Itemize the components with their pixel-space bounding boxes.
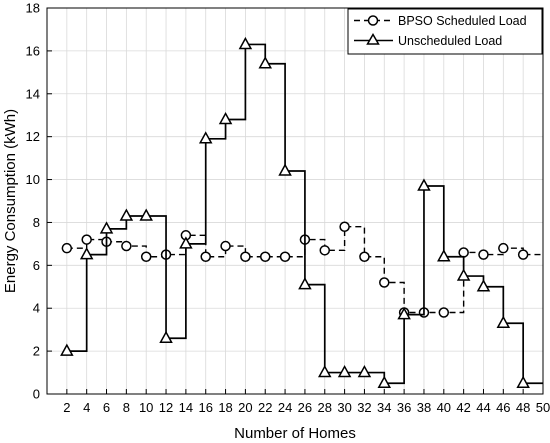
x-tick-label: 28: [318, 400, 332, 415]
bpso-point: [279, 251, 291, 263]
bpso-point: [259, 251, 271, 263]
x-tick-label: 4: [83, 400, 90, 415]
y-tick-label: 10: [26, 172, 40, 187]
bpso-point: [438, 307, 450, 318]
bpso-point: [220, 240, 231, 252]
axis-ticks: 2 4 6 8 10 12 14 16 18 20 22 24 26 28 30 32 34 36 38 40 42 44…: [26, 1, 550, 416]
unscheduled-point: [99, 221, 114, 234]
x-tick-label: 22: [258, 400, 272, 415]
x-tick-label: 8: [123, 400, 130, 415]
bpso-point: [379, 277, 390, 288]
x-tick-label: 50: [536, 400, 550, 415]
unscheduled-point: [397, 307, 411, 320]
y-tick-label: 0: [33, 387, 40, 402]
bpso-point: [81, 234, 92, 245]
legend-label-bpso: BPSO Scheduled Load: [398, 14, 527, 28]
bpso-point: [339, 221, 350, 232]
x-tick-label: 44: [476, 400, 490, 415]
bpso-point: [517, 249, 529, 260]
unscheduled-point: [258, 56, 273, 69]
bpso-point: [498, 242, 509, 254]
unscheduled-point: [278, 163, 292, 176]
unscheduled-point: [159, 330, 173, 343]
y-axis-label: Energy Consumption (kWh): [2, 109, 19, 293]
x-tick-label: 42: [456, 400, 470, 415]
y-tick-label: 8: [33, 215, 40, 230]
x-tick-label: 38: [417, 400, 431, 415]
unscheduled-point: [198, 131, 213, 144]
x-tick-label: 26: [298, 400, 312, 415]
bpso-point: [319, 245, 331, 256]
unscheduled-point: [496, 315, 511, 328]
unscheduled-point: [60, 343, 74, 356]
x-tick-label: 20: [238, 400, 252, 415]
y-tick-label: 16: [26, 43, 40, 58]
unscheduled-point: [456, 268, 471, 281]
bpso-point: [458, 247, 469, 258]
y-tick-label: 12: [26, 129, 40, 144]
plot-frame: [46, 7, 544, 395]
x-tick-label: 14: [179, 400, 193, 415]
y-tick-label: 6: [33, 258, 40, 273]
x-tick-label: 6: [103, 400, 110, 415]
x-tick-label: 40: [437, 400, 451, 415]
unscheduled-point: [119, 208, 134, 221]
x-tick-label: 48: [516, 400, 530, 415]
y-tick-label: 4: [33, 301, 40, 316]
x-tick-label: 32: [357, 400, 371, 415]
bpso-point: [61, 242, 73, 254]
legend-box: [347, 8, 543, 55]
unscheduled-point: [298, 277, 312, 290]
bpso-point: [200, 251, 211, 263]
legend-marker-unscheduled: [366, 33, 380, 45]
y-tick-label: 18: [26, 1, 40, 16]
legend: BPSO Scheduled Load Unscheduled Load: [347, 8, 543, 55]
unscheduled-point: [476, 279, 491, 292]
unscheduled-point: [437, 249, 451, 262]
unscheduled-point: [417, 178, 431, 191]
x-tick-label: 34: [377, 400, 391, 415]
y-tick-label: 2: [33, 344, 40, 359]
series-layer: [60, 36, 543, 389]
plot-area: [47, 8, 543, 394]
bpso-point: [121, 240, 132, 252]
x-axis-label: Number of Homes: [234, 425, 356, 442]
legend-label-unscheduled: Unscheduled Load: [398, 34, 502, 48]
unscheduled-point: [79, 247, 94, 260]
unscheduled-point: [238, 36, 253, 50]
x-tick-label: 36: [397, 400, 411, 415]
unscheduled-point: [218, 111, 233, 125]
x-tick-label: 24: [278, 400, 292, 415]
bpso-point: [478, 249, 489, 260]
y-tick-label: 14: [26, 86, 40, 101]
bpso-point: [359, 251, 370, 263]
x-tick-label: 30: [337, 400, 351, 415]
bpso-point: [240, 251, 251, 263]
unscheduled-point: [516, 375, 530, 389]
unscheduled-point: [337, 364, 352, 378]
x-tick-label: 12: [159, 400, 173, 415]
unscheduled-point: [139, 208, 153, 221]
unscheduled-point: [179, 236, 193, 249]
legend-marker-bpso: [367, 15, 379, 26]
bpso-point: [140, 251, 152, 263]
unscheduled-point: [377, 375, 392, 389]
unscheduled-point: [357, 364, 372, 378]
x-tick-label: 10: [139, 400, 153, 415]
unscheduled-point: [317, 364, 332, 378]
x-tick-label: 2: [63, 400, 70, 415]
x-tick-label: 46: [496, 400, 510, 415]
x-tick-label: 18: [218, 400, 232, 415]
x-tick-label: 16: [198, 400, 212, 415]
